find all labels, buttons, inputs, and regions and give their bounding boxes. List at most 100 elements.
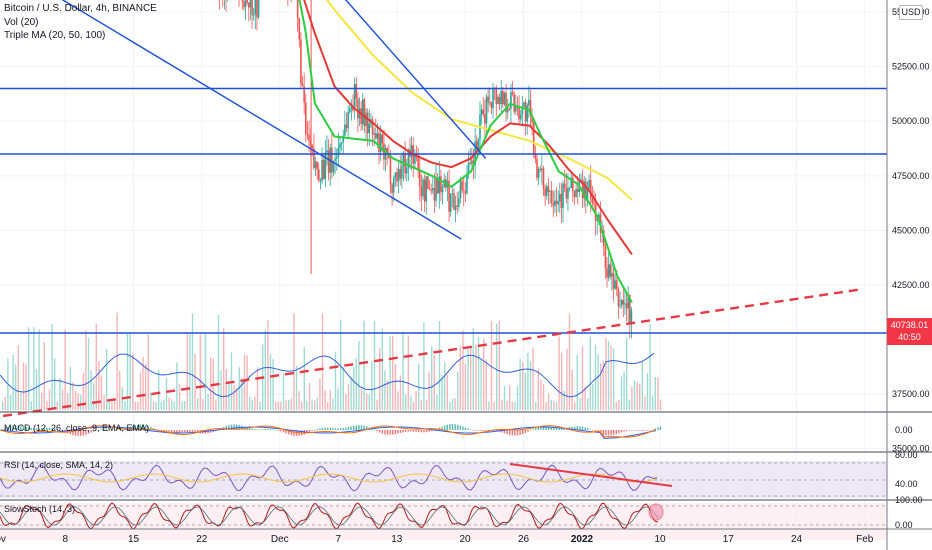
volume-bar [607,340,610,410]
macd-histogram-bar [264,429,266,430]
candle-body [528,100,530,106]
volume-bar [506,400,508,410]
macd-histogram-bar [519,430,521,435]
macd-histogram-bar [295,430,298,436]
candle-body [469,162,472,164]
candle-body [464,191,467,194]
candle-body [454,205,457,210]
volume-bar [592,383,594,410]
candle-body [303,86,305,103]
triple-ma-legend[interactable]: Triple MA (20, 50, 100) [4,30,106,41]
volume-bar [215,399,217,410]
candle-body [567,188,569,199]
volume-bar [594,345,597,410]
volume-bar [113,400,116,410]
volume-bar [446,374,448,410]
macd-histogram-bar [106,429,108,430]
macd-histogram-bar [33,428,35,430]
macd-histogram-bar [384,430,386,435]
volume-bar [568,313,571,410]
macd-histogram-bar [522,430,524,435]
volume-bar [566,348,568,410]
macd-histogram-bar [542,426,545,430]
candle-body [361,99,364,125]
candle-body [485,96,488,124]
volume-bar [509,385,511,410]
macd-histogram-bar [532,429,534,430]
volume-bar [329,390,331,410]
macd-histogram-bar [186,430,188,433]
macd-histogram-bar [527,430,529,432]
volume-bar [641,361,643,410]
macd-histogram-bar [267,429,269,430]
volume-bar [202,398,204,410]
volume-bar [20,392,22,410]
macd-histogram-bar [43,427,45,430]
candle-body [521,106,524,115]
macd-histogram-bar [98,429,100,431]
volume-bar [407,335,409,410]
rsi-label[interactable]: RSI (14, close, SMA, 14, 2) [4,460,114,470]
volume-legend[interactable]: Vol (20) [4,17,39,28]
candle-body [515,107,517,112]
volume-bar [98,361,100,410]
volume-bar [467,349,469,410]
currency-badge[interactable]: USD [899,5,923,20]
volume-bar [87,337,90,410]
volume-bar [74,390,77,410]
volume-bar [576,354,578,410]
volume-bar [303,346,305,410]
candle-body [487,96,489,103]
macd-histogram-bar [509,430,511,435]
stoch-label[interactable]: SlowStoch (14, 3) [4,504,76,514]
volume-bar [129,334,131,410]
macd-histogram-bar [184,430,186,433]
candle-body [615,280,618,290]
macd-histogram-bar [376,430,378,432]
volume-bar [147,334,149,410]
candle-body [373,133,375,135]
macd-histogram-bar [584,427,586,430]
candle-body [431,188,434,191]
volume-bar [490,321,493,410]
volume-bar [514,401,516,410]
macd-histogram-bar [147,425,149,430]
macd-histogram-bar [613,430,615,435]
macd-histogram-bar [488,430,490,431]
macd-histogram-bar [553,427,555,430]
volume-bar [181,401,183,410]
candle-body [511,92,514,94]
volume-bar [295,365,298,410]
macd-histogram-bar [173,430,175,434]
candle-body [589,180,592,199]
candle-body [379,134,382,153]
volume-bar [457,372,459,410]
volume-bar [620,376,623,410]
volume-bar [355,358,357,410]
volume-bar [59,378,61,410]
macd-histogram-bar [77,430,79,436]
macd-histogram-bar [95,430,97,431]
macd-histogram-bar [285,430,287,434]
volume-bar [72,382,74,410]
volume-bar [155,401,157,410]
volume-bar [290,398,292,410]
candle-body [558,193,561,202]
volume-bar [233,385,235,410]
volume-bar [204,333,207,410]
volume-bar [639,383,641,410]
macd-histogram-bar [511,430,513,436]
candle-body [392,178,395,193]
macd-histogram-bar [358,425,360,430]
macd-label[interactable]: MACD (12, 26, close, 9, EMA, EMA) [4,423,150,433]
macd-histogram-bar [178,430,181,433]
volume-bar [142,356,144,410]
candle-body [296,0,299,18]
volume-bar [106,348,108,410]
candle-body [498,96,501,105]
volume-bar [444,362,446,410]
candle-body [440,176,442,193]
time-tick-label: 10 [654,534,666,545]
volume-bar [553,401,555,410]
